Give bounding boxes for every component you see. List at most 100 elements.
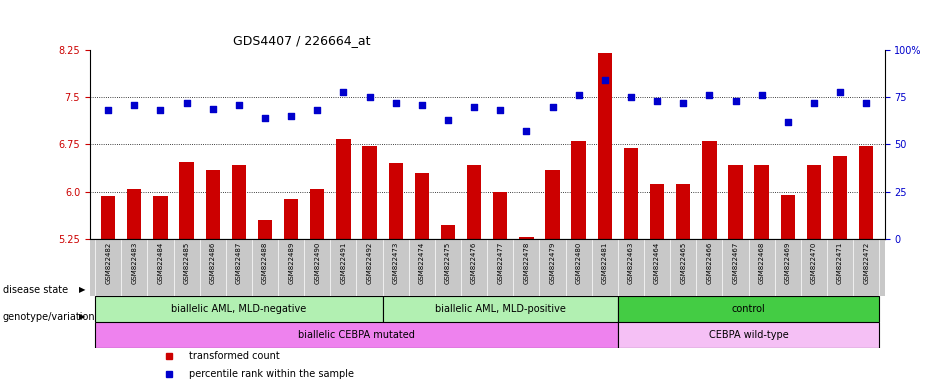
Bar (389, 163, 403, 239)
Point (257, 115, 272, 121)
Bar (467, 165, 482, 239)
Text: GSM822484: GSM822484 (157, 242, 164, 284)
Bar (310, 189, 324, 239)
Text: GSM822489: GSM822489 (289, 242, 294, 284)
Text: GSM822468: GSM822468 (759, 242, 764, 284)
Bar (859, 146, 873, 239)
Point (336, 88, 351, 94)
Bar (127, 189, 142, 239)
Text: GSM822470: GSM822470 (811, 242, 817, 284)
Point (414, 102, 429, 108)
Bar (336, 139, 351, 239)
Text: disease state: disease state (3, 285, 68, 295)
Bar (676, 184, 691, 239)
Text: GSM822471: GSM822471 (837, 242, 843, 284)
Text: ▶: ▶ (79, 285, 85, 295)
Bar (832, 156, 848, 239)
Bar (180, 162, 194, 239)
Bar (258, 220, 272, 239)
Text: GSM822476: GSM822476 (471, 242, 477, 284)
Bar (702, 141, 716, 239)
Text: GDS4407 / 226664_at: GDS4407 / 226664_at (233, 34, 371, 47)
Bar (414, 173, 429, 239)
Text: GSM822465: GSM822465 (680, 242, 686, 284)
Point (362, 94, 377, 100)
Point (859, 100, 874, 106)
Text: GSM822488: GSM822488 (262, 242, 268, 284)
Text: GSM822466: GSM822466 (707, 242, 712, 284)
Point (388, 100, 403, 106)
Bar (101, 196, 115, 239)
Bar (571, 141, 586, 239)
Bar (618, 322, 879, 348)
Bar (232, 165, 246, 239)
Point (545, 104, 560, 110)
Text: GSM822472: GSM822472 (863, 242, 869, 284)
Text: GSM822482: GSM822482 (105, 242, 112, 284)
Bar (205, 170, 219, 239)
Bar (598, 53, 612, 239)
Text: GSM822483: GSM822483 (131, 242, 137, 284)
Text: biallelic CEBPA mutated: biallelic CEBPA mutated (298, 330, 415, 340)
Text: GSM822487: GSM822487 (236, 242, 242, 284)
Point (754, 92, 769, 98)
Text: GSM822485: GSM822485 (184, 242, 189, 284)
Bar (623, 147, 639, 239)
Bar (362, 146, 377, 239)
Point (728, 98, 744, 104)
Point (309, 108, 324, 114)
Bar (545, 170, 560, 239)
Text: GSM822463: GSM822463 (628, 242, 634, 284)
Bar (755, 165, 769, 239)
Text: CEBPA wild-type: CEBPA wild-type (709, 330, 788, 340)
Point (100, 108, 115, 114)
Text: genotype/variation: genotype/variation (3, 312, 96, 322)
Bar (153, 196, 167, 239)
Bar (493, 192, 507, 239)
Text: GSM822490: GSM822490 (314, 242, 321, 284)
Point (650, 98, 665, 104)
Point (832, 88, 848, 94)
Text: ▶: ▶ (79, 312, 85, 321)
Point (284, 113, 299, 119)
Text: biallelic AML, MLD-positive: biallelic AML, MLD-positive (435, 304, 566, 314)
Point (493, 108, 508, 114)
Point (441, 117, 456, 123)
Point (806, 100, 821, 106)
Text: GSM822481: GSM822481 (602, 242, 608, 284)
Bar (650, 184, 664, 239)
Text: transformed count: transformed count (189, 351, 280, 361)
Bar (807, 165, 821, 239)
Text: GSM822464: GSM822464 (654, 242, 660, 284)
Bar (618, 296, 879, 322)
Text: GSM822491: GSM822491 (341, 242, 346, 284)
Text: GSM822473: GSM822473 (393, 242, 398, 284)
Text: GSM822474: GSM822474 (419, 242, 425, 284)
Point (205, 106, 220, 112)
Bar (441, 225, 455, 239)
Text: percentile rank within the sample: percentile rank within the sample (189, 369, 354, 379)
Point (623, 94, 639, 100)
Point (466, 104, 482, 110)
Text: GSM822478: GSM822478 (523, 242, 530, 284)
Point (571, 92, 587, 98)
Text: GSM822480: GSM822480 (576, 242, 582, 284)
Point (597, 77, 612, 83)
Text: GSM822467: GSM822467 (732, 242, 739, 284)
Point (702, 92, 717, 98)
Bar (284, 199, 298, 239)
Text: GSM822492: GSM822492 (366, 242, 373, 284)
Bar (780, 195, 795, 239)
Bar (96, 322, 618, 348)
Bar (728, 165, 743, 239)
Point (675, 100, 691, 106)
Text: GSM822486: GSM822486 (210, 242, 216, 284)
Text: biallelic AML, MLD-negative: biallelic AML, MLD-negative (171, 304, 307, 314)
Text: GSM822477: GSM822477 (498, 242, 503, 284)
Text: GSM822469: GSM822469 (785, 242, 791, 284)
Text: GSM822475: GSM822475 (445, 242, 451, 284)
Text: GSM822479: GSM822479 (550, 242, 555, 284)
Bar (519, 237, 534, 239)
Point (231, 102, 246, 108)
Point (127, 102, 142, 108)
